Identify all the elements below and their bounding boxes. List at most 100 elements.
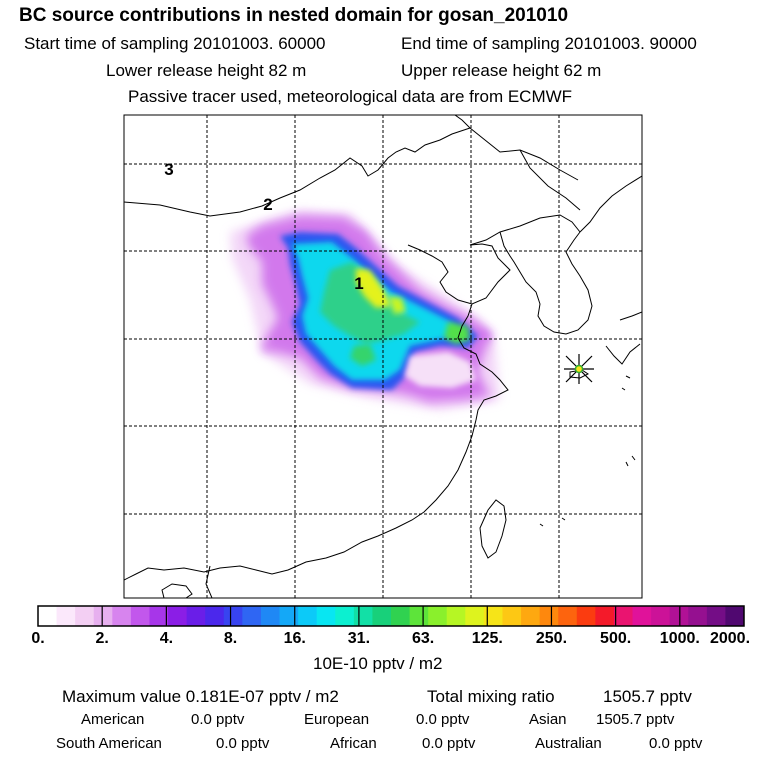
colorbar-swatch: [539, 606, 559, 626]
colorbar-label: 16.: [283, 630, 306, 647]
coast-southeast: [124, 419, 477, 581]
coast-leizhou: [205, 565, 213, 598]
south-american-label: South American: [56, 735, 162, 752]
total-mixing-ratio-value: 1505.7 pptv: [603, 687, 692, 706]
colorbar-swatch: [279, 606, 299, 626]
colorbar-swatch: [483, 606, 503, 626]
colorbar-swatch: [465, 606, 485, 626]
colorbar-swatch: [688, 606, 708, 626]
map-frame: [123, 114, 643, 599]
colorbar-swatch: [242, 606, 262, 626]
colorbar-swatch: [335, 606, 355, 626]
domain-label-3: 3: [164, 160, 173, 179]
coast-korea-east: [579, 175, 642, 233]
lower-release-height: Lower release height 82 m: [106, 61, 307, 80]
colorbar-swatch: [428, 606, 448, 626]
colorbar-label: 0.: [31, 630, 45, 647]
start-time: Start time of sampling 20101003. 60000: [24, 34, 326, 53]
colorbar-swatch: [706, 606, 726, 626]
colorbar-frame: [37, 605, 745, 627]
domain-label-1: 1: [354, 274, 363, 293]
asian-value: 1505.7 pptv: [596, 711, 675, 728]
colorbar-swatch: [409, 606, 429, 626]
american-label: American: [81, 711, 145, 728]
plume-green-3: [350, 344, 376, 366]
colorbar-swatch: [130, 606, 150, 626]
upper-release-height: Upper release height 62 m: [401, 61, 602, 80]
colorbar-swatch: [205, 606, 225, 626]
islands-ryukyu: [539, 375, 636, 527]
concentration-field: [230, 210, 500, 410]
colorbar-label: 1000.: [659, 630, 700, 647]
colorbar-swatch: [651, 606, 671, 626]
graticule: [124, 115, 642, 598]
colorbar: [37, 605, 745, 627]
coast-hainan: [161, 583, 193, 598]
colorbar-swatch: [298, 606, 318, 626]
african-value: 0.0 pptv: [422, 735, 476, 752]
european-label: European: [304, 711, 370, 728]
colorbar-swatch: [38, 606, 58, 626]
plume-light-south: [405, 352, 476, 388]
colorbar-swatch: [75, 606, 95, 626]
total-mixing-ratio-label: Total mixing ratio: [427, 687, 555, 706]
coast-korea: [499, 231, 593, 335]
coast-bohai: [407, 243, 511, 305]
colorbar-swatch: [391, 606, 411, 626]
colorbar-swatch: [372, 606, 392, 626]
map-title: BC source contributions in nested domain…: [19, 5, 569, 26]
colorbar-label: 2.: [95, 630, 109, 647]
colorbar-swatch: [576, 606, 596, 626]
border-ne2: [519, 149, 581, 211]
colorbar-swatch: [186, 606, 206, 626]
maximum-value: Maximum value 0.181E-07 pptv / m2: [62, 687, 339, 706]
colorbar-swatch: [223, 606, 243, 626]
tracer-note: Passive tracer used, meteorological data…: [128, 87, 573, 106]
australian-label: Australian: [535, 735, 602, 752]
colorbar-swatch: [112, 606, 132, 626]
australian-value: 0.0 pptv: [649, 735, 703, 752]
colorbar-swatch: [613, 606, 634, 626]
colorbar-swatch: [316, 606, 336, 626]
coast-japan-kyushu: [605, 343, 641, 365]
colorbar-swatch: [725, 606, 745, 626]
american-value: 0.0 pptv: [191, 711, 245, 728]
colorbar-swatch: [353, 606, 373, 626]
colorbar-label: 31.: [347, 630, 371, 647]
plume-green: [320, 262, 420, 344]
end-time: End time of sampling 20101003. 90000: [401, 34, 697, 53]
colorbar-swatch: [632, 606, 652, 626]
colorbar-swatch: [93, 606, 113, 626]
colorbar-swatch: [502, 606, 522, 626]
colorbar-swatch: [168, 606, 188, 626]
plume-yellow-2: [388, 296, 406, 314]
colorbar-label: 8.: [223, 630, 238, 647]
colorbar-label: 500.: [600, 630, 632, 647]
european-value: 0.0 pptv: [416, 711, 470, 728]
asian-label: Asian: [529, 711, 567, 728]
colorbar-label: 125.: [471, 630, 503, 647]
south-american-value: 0.0 pptv: [216, 735, 270, 752]
receptor-star-marker: [564, 354, 594, 384]
colorbar-label: 4.: [159, 630, 174, 647]
colorbar-label: 250.: [535, 630, 568, 647]
colorbar-swatch: [149, 606, 169, 626]
colorbar-swatch: [521, 606, 541, 626]
colorbar-label: 63.: [411, 630, 435, 647]
border-china-korea: [469, 214, 581, 246]
colorbar-swatch: [558, 606, 578, 626]
border-north: [124, 115, 471, 217]
domain-label-2: 2: [263, 195, 272, 214]
colorbar-units: 10E-10 pptv / m2: [313, 654, 443, 673]
colorbar-label: 2000.: [709, 630, 751, 647]
colorbar-swatch: [595, 606, 615, 626]
african-label: African: [330, 735, 377, 752]
coast-taiwan: [479, 499, 507, 559]
border-northeast: [469, 127, 579, 181]
coast-japan-honshu: [619, 311, 642, 321]
colorbar-swatch: [56, 606, 76, 626]
coastlines: [124, 115, 642, 598]
colorbar-swatch: [260, 606, 281, 626]
colorbar-swatch: [446, 606, 466, 626]
